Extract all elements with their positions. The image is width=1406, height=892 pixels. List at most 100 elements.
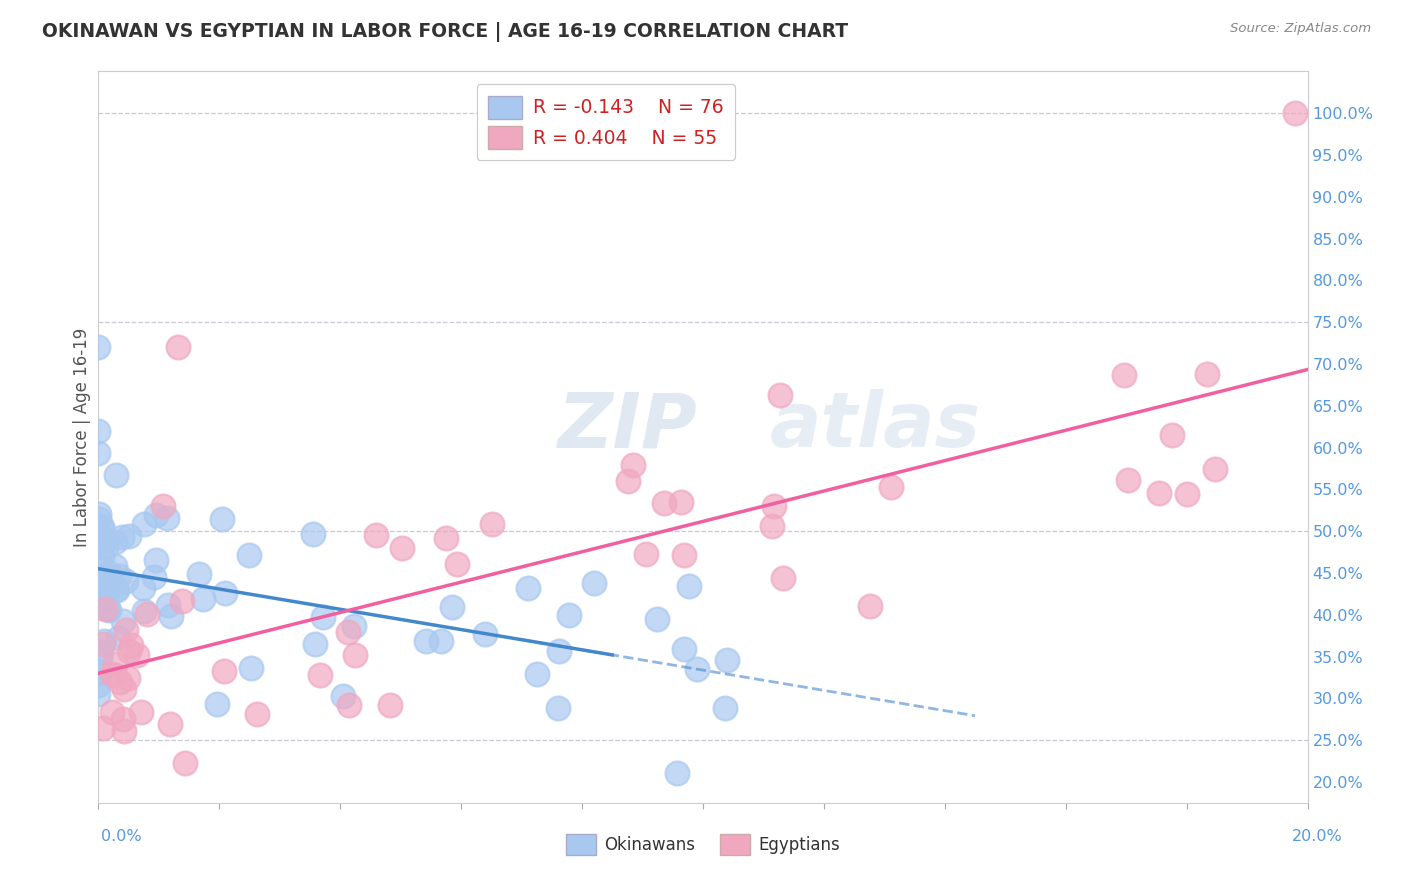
Point (87, 424, 110, 438)
Point (343, 618, 366, 632)
Point (240, 660, 263, 674)
Point (98, 580, 121, 594)
Point (669, 495, 692, 509)
Point (716, 653, 738, 667)
Point (558, 607, 581, 622)
Point (378, 698, 401, 712)
Point (132, 517, 155, 532)
Point (97, 603, 120, 617)
Point (167, 340, 190, 354)
Point (105, 582, 128, 597)
Point (132, 582, 155, 596)
Text: Source: ZipAtlas.com: Source: ZipAtlas.com (1230, 22, 1371, 36)
Point (104, 657, 127, 671)
Point (112, 681, 135, 696)
Point (108, 675, 131, 690)
Point (652, 496, 675, 510)
Point (621, 458, 644, 472)
Point (880, 480, 903, 494)
Point (112, 724, 135, 739)
Y-axis label: In Labor Force | Age 16-19: In Labor Force | Age 16-19 (73, 327, 91, 547)
Point (93, 637, 115, 651)
Point (96, 586, 118, 600)
Point (104, 668, 127, 682)
Point (647, 612, 669, 626)
Legend: R = -0.143    N = 76, R = 0.404    N = 55: R = -0.143 N = 76, R = 0.404 N = 55 (477, 85, 735, 161)
Point (761, 519, 783, 533)
Point (87, 529, 110, 543)
Point (87, 687, 110, 701)
Point (90, 588, 112, 602)
Point (1197, 367, 1219, 381)
Point (111, 713, 134, 727)
Point (89, 507, 111, 521)
Point (673, 548, 696, 562)
Point (430, 634, 453, 648)
Point (152, 500, 174, 514)
Point (673, 641, 696, 656)
Point (434, 531, 457, 545)
Point (516, 581, 538, 595)
Point (714, 700, 737, 714)
Point (87, 678, 110, 692)
Point (312, 610, 335, 624)
Text: 20.0%: 20.0% (1292, 830, 1343, 844)
Point (1204, 462, 1226, 476)
Point (1175, 487, 1198, 501)
Point (91, 577, 114, 591)
Point (100, 667, 122, 681)
Point (156, 511, 179, 525)
Point (246, 706, 269, 721)
Point (547, 644, 569, 658)
Point (87, 511, 110, 525)
Point (441, 599, 464, 614)
Point (89, 651, 111, 665)
Point (474, 627, 496, 641)
Point (132, 604, 155, 618)
Text: OKINAWAN VS EGYPTIAN IN LABOR FORCE | AGE 16-19 CORRELATION CHART: OKINAWAN VS EGYPTIAN IN LABOR FORCE | AG… (42, 22, 848, 42)
Point (481, 516, 503, 531)
Point (108, 568, 131, 582)
Point (96, 533, 118, 547)
Point (685, 662, 707, 676)
Point (547, 701, 569, 715)
Point (87, 446, 110, 460)
Point (105, 467, 128, 482)
Point (446, 557, 468, 571)
Point (97, 601, 120, 615)
Point (191, 591, 214, 606)
Point (90, 519, 112, 533)
Point (142, 570, 165, 584)
Point (772, 571, 794, 585)
Point (238, 549, 260, 563)
Point (173, 756, 195, 771)
Point (90, 521, 112, 535)
Point (1284, 106, 1306, 120)
Point (1116, 473, 1139, 487)
Point (678, 579, 700, 593)
Point (131, 705, 153, 719)
Point (157, 599, 180, 613)
Text: atlas: atlas (769, 389, 980, 463)
Text: 0.0%: 0.0% (101, 830, 142, 844)
Point (212, 664, 235, 678)
Point (763, 499, 786, 513)
Point (159, 717, 181, 731)
Point (859, 599, 882, 613)
Point (98, 566, 121, 580)
Point (337, 698, 360, 712)
Point (104, 534, 127, 549)
Point (93, 601, 115, 615)
Point (582, 575, 605, 590)
Point (87, 665, 110, 679)
Point (117, 671, 139, 685)
Point (188, 566, 211, 581)
Point (120, 638, 142, 652)
Point (336, 624, 359, 639)
Point (91, 593, 114, 607)
Legend: Okinawans, Egyptians: Okinawans, Egyptians (560, 828, 846, 862)
Point (666, 765, 689, 780)
Point (1147, 486, 1170, 500)
Point (205, 698, 228, 712)
Point (211, 512, 233, 526)
